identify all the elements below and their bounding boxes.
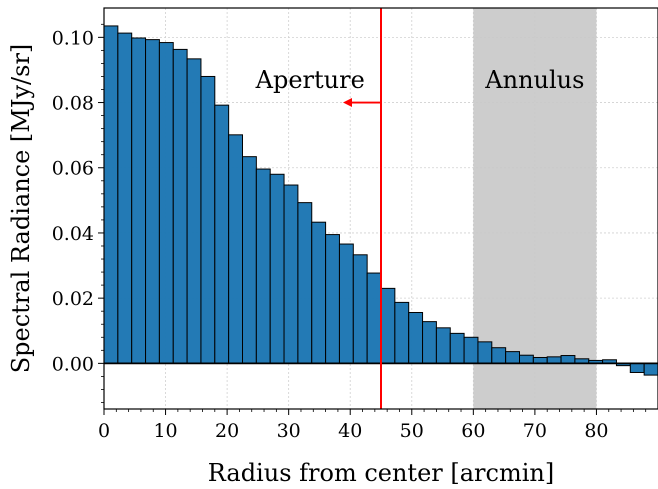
bar (560, 355, 576, 364)
bar (214, 104, 230, 364)
y-tick-label: 0.08 (52, 93, 94, 115)
bar (519, 354, 534, 364)
bar (145, 39, 160, 364)
annulus-label: Annulus (484, 66, 584, 94)
bar (463, 336, 479, 364)
y-tick-label: 0.04 (52, 223, 94, 245)
bar (394, 301, 410, 364)
bar (158, 42, 174, 364)
bar (546, 356, 562, 364)
bar (477, 341, 493, 364)
bar (380, 287, 396, 364)
y-axis-ticks: 0.00 0.02 0.04 0.06 0.08 0.10 (52, 23, 104, 403)
bar (449, 332, 465, 364)
x-tick-label: 80 (584, 420, 608, 442)
x-tick-label: 40 (338, 420, 362, 442)
y-axis-title: Spectral Radiance [MJy/sr] (7, 44, 35, 374)
annulus-band (473, 8, 597, 409)
bar (131, 37, 147, 364)
bar (200, 75, 216, 364)
x-tick-label: 50 (400, 420, 424, 442)
x-tick-label: 70 (523, 420, 547, 442)
bar (408, 311, 424, 364)
bar (491, 347, 507, 364)
bar (366, 272, 382, 364)
bar (186, 58, 202, 364)
bar (255, 168, 271, 364)
plot-frame (103, 7, 658, 410)
bar (283, 184, 299, 364)
bar (242, 156, 257, 364)
x-tick-label: 0 (98, 420, 110, 442)
bar (117, 32, 133, 364)
bar (228, 134, 243, 364)
bar (435, 327, 451, 364)
bar (338, 243, 354, 364)
bar (311, 221, 327, 364)
x-tick-label: 20 (215, 420, 239, 442)
bars (103, 25, 658, 376)
aperture-label: Aperture (255, 66, 365, 94)
x-axis-title: Radius from center [arcmin] (208, 459, 554, 487)
bar (629, 362, 645, 373)
bar (172, 48, 188, 364)
bar (269, 173, 285, 364)
bar (643, 362, 658, 376)
x-tick-label: 30 (277, 420, 301, 442)
x-axis-ticks: 0 10 20 30 40 50 60 70 80 (98, 409, 647, 442)
y-tick-label: 0.00 (52, 353, 94, 375)
y-tick-label: 0.02 (52, 288, 94, 310)
y-tick-label: 0.06 (52, 158, 94, 180)
bar (297, 202, 313, 364)
x-tick-label: 60 (461, 420, 485, 442)
x-tick-label: 10 (153, 420, 177, 442)
bar (505, 351, 520, 364)
bar (422, 321, 437, 364)
bar (103, 25, 119, 364)
bar (352, 254, 368, 364)
y-tick-label: 0.10 (52, 27, 94, 49)
bar (325, 234, 340, 364)
aperture-arrow-head (343, 98, 352, 108)
